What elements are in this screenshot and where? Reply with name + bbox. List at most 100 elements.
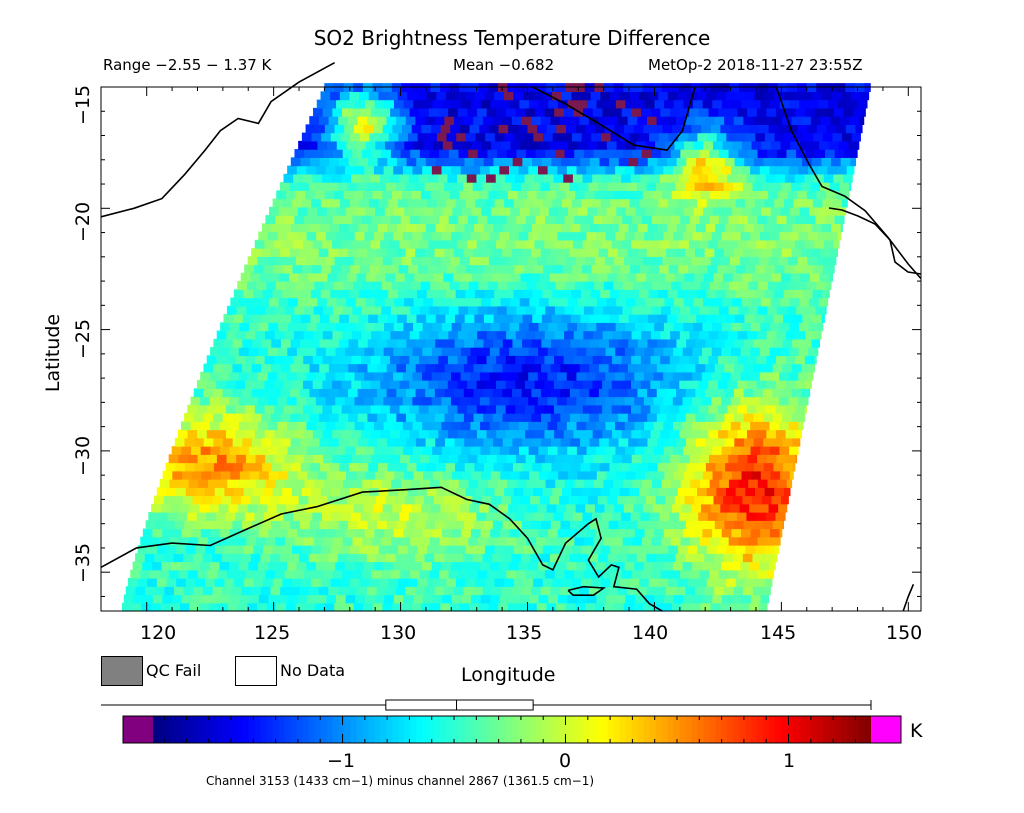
heatmap-cell [425,413,436,422]
heatmap-cell [479,561,491,571]
heatmap-cell [592,429,603,439]
heatmap-cell [311,264,322,274]
heatmap-cell [293,330,305,340]
heatmap-cell [377,157,388,167]
heatmap-cell [429,536,440,546]
heatmap-cell [487,569,498,579]
heatmap-cell [455,578,467,587]
heatmap-cell [193,388,204,398]
heatmap-cell [481,140,492,150]
heatmap-cell [750,594,762,604]
heatmap-cell [586,528,597,538]
heatmap-cell [816,190,827,200]
heatmap-cell [313,454,324,464]
heatmap-cell [178,454,189,464]
heatmap-cell [280,586,291,596]
heatmap-cell [447,355,459,365]
heatmap-cell [494,578,505,587]
heatmap-cell [584,83,596,92]
heatmap-cell [277,446,289,455]
heatmap-cell [508,256,519,266]
heatmap-cell [309,388,320,398]
heatmap-cell [746,512,757,521]
heatmap-cell [641,536,653,546]
colorbar-segment [721,716,728,743]
heatmap-cell [735,132,747,142]
heatmap-cell [664,470,675,480]
heatmap-cell [605,231,616,241]
heatmap-cell [808,322,819,332]
heatmap-cell [816,83,827,92]
heatmap-cell [481,470,492,480]
heatmap-cell [839,182,850,191]
heatmap-cell [576,421,587,431]
heatmap-cell [340,545,351,554]
heatmap-cell [573,404,584,414]
heatmap-cell [270,553,281,563]
heatmap-cell [770,470,781,480]
heatmap-cell [656,520,668,530]
heatmap-cell [513,289,524,299]
heatmap-cell [271,437,282,447]
heatmap-cell [737,239,748,249]
heatmap-cell [577,322,588,332]
heatmap-cell [583,215,595,224]
heatmap-cell [166,545,177,554]
heatmap-cell [388,132,399,142]
heatmap-cell [484,91,495,101]
heatmap-cell [610,545,621,554]
heatmap-cell [543,512,555,521]
heatmap-cell [164,520,176,530]
heatmap-cell [624,396,635,406]
heatmap-cell [579,338,591,348]
heatmap-cell [650,355,661,365]
heatmap-cell [419,429,430,439]
heatmap-cell [374,322,385,332]
x-tick-label: 125 [254,622,291,644]
heatmap-cell [198,479,209,488]
heatmap-cell [654,297,666,307]
heatmap-cell [385,553,397,563]
heatmap-cell [309,248,320,257]
heatmap-cell [455,545,467,554]
heatmap-cell [285,190,297,200]
heatmap-cell [480,594,491,604]
heatmap-cell [493,314,504,323]
heatmap-cell [316,165,327,175]
heatmap-cell [531,413,542,422]
heatmap-cell [294,479,306,488]
heatmap-cell [755,578,766,587]
heatmap-cell [237,602,248,612]
heatmap-cell [223,437,234,447]
heatmap-cell [222,413,233,422]
heatmap-cell [345,231,356,241]
heatmap-cell [540,248,551,257]
heatmap-cell [742,182,754,191]
heatmap-cell [505,355,517,365]
heatmap-cell [454,223,466,233]
heatmap-cell [331,239,343,249]
heatmap-cell [658,132,670,142]
heatmap-cell [724,520,735,530]
heatmap-cell [533,198,544,208]
heatmap-cell [795,330,806,340]
heatmap-cell [591,264,602,274]
heatmap-cell [676,413,687,422]
heatmap-cell [364,528,376,538]
heatmap-cell [706,91,717,101]
heatmap-cell [315,503,326,513]
heatmap-cell [451,446,462,455]
heatmap-cell [577,470,588,480]
heatmap-cell [300,314,311,323]
colorbar-segment [164,716,172,743]
heatmap-cell [531,520,542,530]
heatmap-cell [701,421,713,431]
heatmap-cell [499,371,510,381]
colorbar-segment [571,716,579,743]
heatmap-cell [698,404,709,414]
heatmap-cell [235,355,246,365]
heatmap-cell [407,545,418,554]
heatmap-cell [260,553,271,563]
heatmap-cell [532,314,543,323]
heatmap-cell [761,140,772,150]
